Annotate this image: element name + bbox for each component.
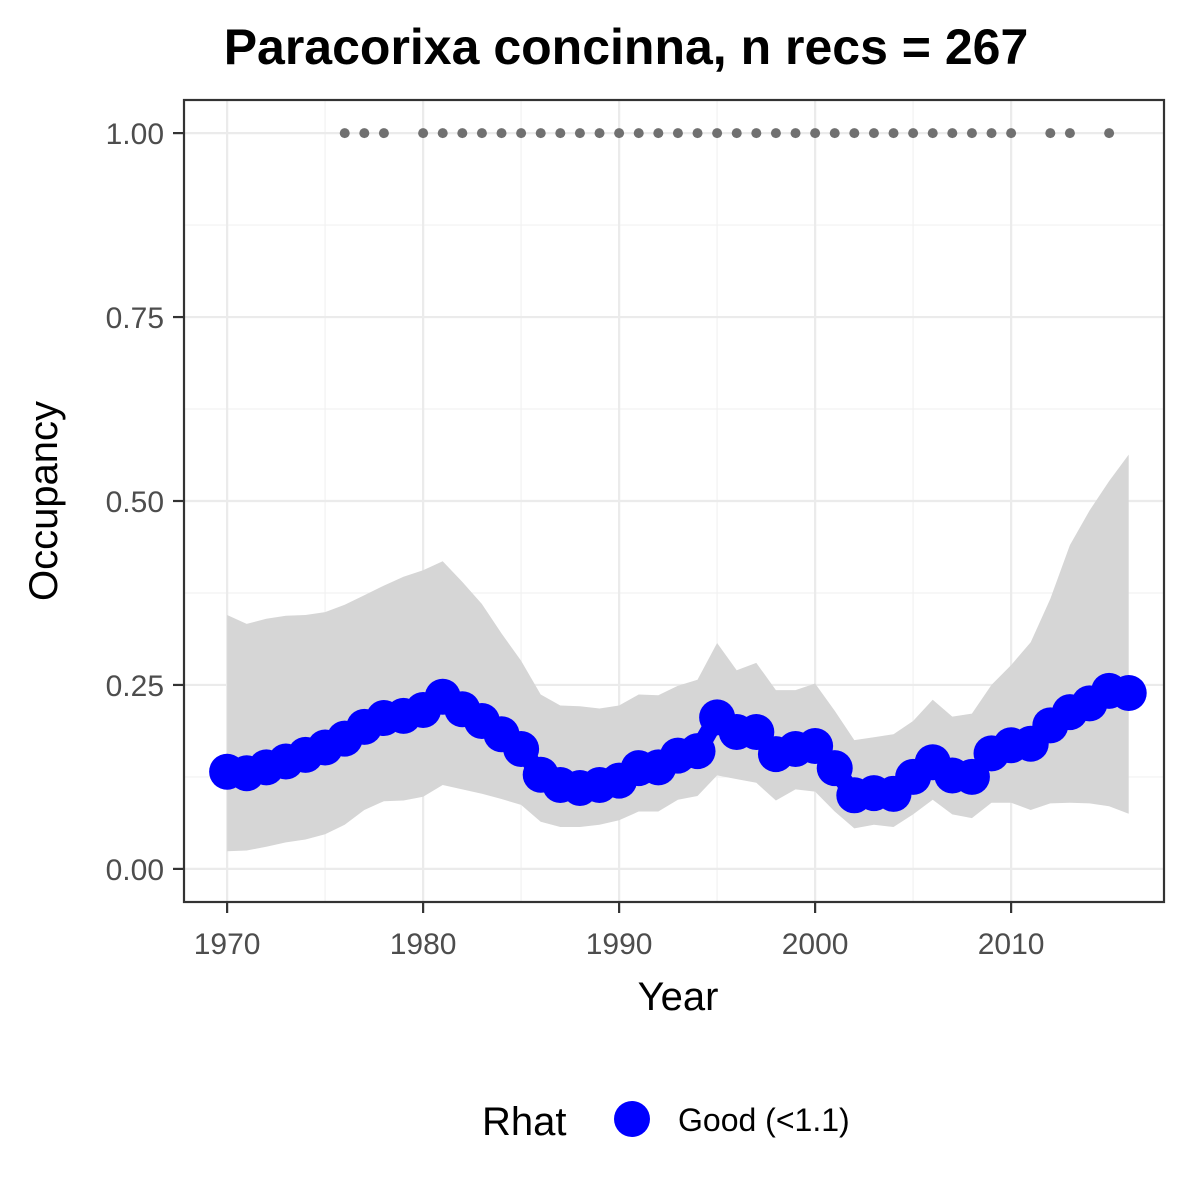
record-point [712,128,723,139]
record-point [614,128,625,139]
record-point [1104,128,1115,139]
x-axis: 1970 1980 1990 2000 2010 [194,902,1045,961]
record-point [888,128,899,139]
record-point [908,128,919,139]
y-tick-label: 0.00 [106,854,164,887]
mean-occupancy-point [816,750,853,787]
record-point [339,128,350,139]
x-tick-label: 1990 [586,928,653,961]
chart-title: Paracorixa concinna, n recs = 267 [224,19,1029,75]
record-point [574,128,585,139]
record-point [731,128,742,139]
x-tick-label: 2010 [978,928,1045,961]
record-point [1006,128,1017,139]
records-layer [339,128,1115,139]
x-axis-title: Year [638,975,719,1019]
y-axis: 0.00 0.25 0.50 0.75 1.00 [106,118,184,887]
record-point [359,128,370,139]
x-tick-label: 1980 [390,928,457,961]
confidence-ribbon-layer [227,454,1129,852]
y-tick-label: 0.50 [106,486,164,519]
record-point [457,128,468,139]
y-axis-title: Occupancy [22,401,66,601]
mean-occupancy-point [503,730,540,767]
record-point [555,128,566,139]
record-point [1064,128,1075,139]
record-point [692,128,703,139]
mean-occupancy-layer [209,672,1147,814]
x-tick-label: 2000 [782,928,849,961]
confidence-ribbon [227,454,1129,852]
record-point [516,128,527,139]
record-point [476,128,487,139]
mean-occupancy-point [1110,675,1147,712]
x-tick-label: 1970 [194,928,261,961]
record-point [653,128,664,139]
y-tick-label: 1.00 [106,118,164,151]
record-point [986,128,997,139]
y-tick-label: 0.25 [106,670,164,703]
record-point [947,128,958,139]
record-point [966,128,977,139]
record-point [496,128,507,139]
record-point [790,128,801,139]
mean-occupancy-point [679,733,716,770]
record-point [672,128,683,139]
record-point [810,128,821,139]
y-tick-label: 0.75 [106,302,164,335]
legend-label-good-rhat: Good (<1.1) [678,1102,850,1138]
record-point [868,128,879,139]
legend: Rhat Good (<1.1) [482,1100,850,1144]
record-point [751,128,762,139]
record-point [849,128,860,139]
record-point [418,128,429,139]
record-point [633,128,644,139]
legend-key-good-rhat [614,1101,650,1137]
record-point [535,128,546,139]
record-point [594,128,605,139]
record-point [437,128,448,139]
legend-title: Rhat [482,1100,567,1144]
record-point [829,128,840,139]
record-point [770,128,781,139]
record-point [378,128,389,139]
record-point [927,128,938,139]
record-point [1045,128,1056,139]
